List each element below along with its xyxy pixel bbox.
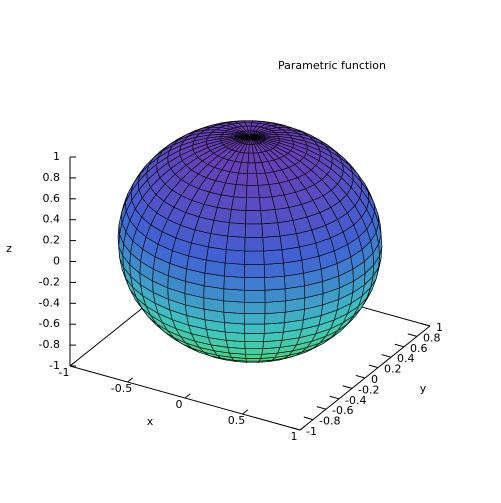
surface-facet [244,290,265,302]
surface-facet [246,358,261,361]
y-tick [421,323,430,326]
y-tick [304,417,313,420]
y-tick-label: 1 [436,321,443,334]
z-tick-label: -0.6 [39,317,60,330]
surface-facet [264,250,284,265]
surface-facet [234,185,247,198]
z-tick-label: 0 [53,255,60,268]
surface-facet [265,276,286,290]
x-tick-label: 0.5 [228,414,246,427]
z-axis-label: z [6,242,12,255]
surface-facet [264,323,284,334]
y-tick [408,334,417,337]
x-tick-label: 1 [291,430,298,443]
surface-facet [244,264,264,277]
surface-facet [208,234,227,250]
surface-facet [245,333,265,341]
z-tick-label: 0.6 [43,192,61,205]
surface-facet [246,198,261,211]
surface-facet [224,276,245,290]
x-tick-label: -0.5 [111,382,132,395]
surface-facet [246,185,259,197]
surface-facet [225,250,245,265]
surface-facet [244,324,264,333]
surface-facet [259,197,275,211]
surface-facet [224,263,244,278]
surface-facet [244,302,265,313]
surface-facet [229,210,246,224]
z-tick-label: 1 [53,150,60,163]
surface-facet [244,314,265,324]
y-tick [330,396,339,399]
surface-facet [245,251,265,264]
surface-facet [224,301,245,314]
surface-facet [224,312,245,324]
surface-facet [265,312,286,324]
y-tick [369,365,378,368]
surface-facet [245,349,263,355]
surface-facet [246,354,262,358]
y-tick [317,407,326,410]
surface-facet [231,197,246,211]
z-tick-label: 0.2 [43,234,61,247]
surface-facet [265,301,285,314]
z-tick-label: -1 [49,359,60,372]
y-tick-label: -1 [306,425,317,438]
surface-facet [224,289,245,303]
surface-facet [262,223,280,238]
z-tick-label: 0.8 [43,171,61,184]
x-tick-label: -1 [59,366,70,379]
chart-title: Parametric function [278,59,386,72]
surface-facet [246,211,262,224]
surface-facet [214,207,232,222]
y-tick [343,386,352,389]
x-axis-label: x [147,415,154,428]
x-tick [300,426,305,430]
surface-facet [248,163,257,174]
surface-facet [224,323,244,334]
z-tick-label: -0.2 [39,275,60,288]
surface-facet [247,174,258,186]
x-tick [70,362,75,366]
surface-facet [280,234,299,250]
x-tick [185,394,190,398]
surface-facet [226,236,245,251]
z-tick-label: -0.8 [39,338,60,351]
z-tick-label: 0.4 [43,213,61,226]
surface-facet [228,223,246,238]
surface-facet [244,278,265,291]
y-tick [382,355,391,358]
surface-facet [261,210,278,224]
y-tick [356,375,365,378]
y-tick [395,344,404,347]
surface-facet [245,237,264,251]
surface-facet [264,263,284,278]
z-tick-label: -0.4 [39,296,60,309]
y-axis-label: y [420,382,427,395]
x-tick-label: 0 [176,398,183,411]
surface-facet [263,236,282,251]
surface-facet [245,224,263,238]
surface-facet [245,342,264,349]
y-tick-label: 0 [371,373,378,386]
surface-facet [265,289,285,303]
